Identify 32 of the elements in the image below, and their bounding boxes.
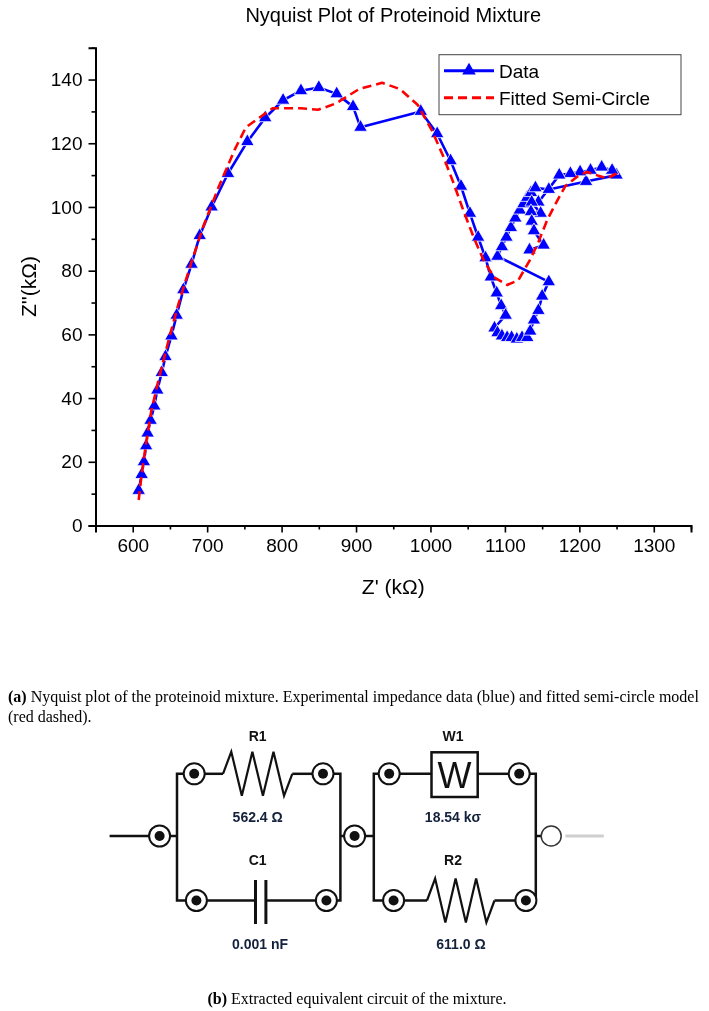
x-tick-label: 700 — [191, 534, 224, 556]
x-axis-title: Z' (kΩ) — [361, 575, 425, 598]
y-tick-label: 20 — [61, 451, 83, 473]
text: C1 — [248, 852, 267, 868]
legend-label: Fitted Semi-Circle — [499, 87, 650, 109]
x-tick-label: 600 — [117, 534, 150, 556]
y-tick-label: 60 — [61, 323, 83, 345]
x-tick-label: 1000 — [409, 534, 453, 556]
y-tick-label: 0 — [71, 515, 83, 537]
text: 611.0 Ω — [436, 936, 486, 952]
legend-label: Data — [499, 60, 540, 82]
text: W — [437, 755, 472, 796]
x-tick-label: 1200 — [558, 534, 601, 556]
text: R2 — [444, 852, 463, 868]
chart-title: Nyquist Plot of Proteinoid Mixture — [245, 4, 542, 26]
x-tick-label: 800 — [266, 534, 298, 556]
text: (a) Nyquist plot of the proteinoid mixture. Experimental impedance data (blue) and fitted semi-circle model (red dashed). — [8, 688, 699, 725]
y-tick-label: 120 — [50, 132, 83, 154]
y-tick-label: 40 — [61, 387, 83, 409]
text: W1 — [442, 728, 464, 744]
text: 18.54 kσ — [424, 809, 482, 825]
text: 0.001 nF — [231, 936, 289, 952]
y-tick-label: 80 — [61, 260, 83, 282]
text: 562.4 Ω — [232, 809, 283, 825]
text: R1 — [248, 728, 267, 744]
y-tick-label: 140 — [50, 69, 83, 91]
x-tick-label: 1300 — [633, 534, 676, 556]
x-tick-label: 900 — [340, 534, 373, 556]
y-tick-label: 100 — [50, 196, 83, 218]
x-tick-label: 1100 — [484, 534, 526, 556]
y-axis-title: Z''(kΩ) — [17, 256, 40, 318]
text: (b) Extracted equivalent circuit of the mixture. — [207, 990, 507, 1008]
